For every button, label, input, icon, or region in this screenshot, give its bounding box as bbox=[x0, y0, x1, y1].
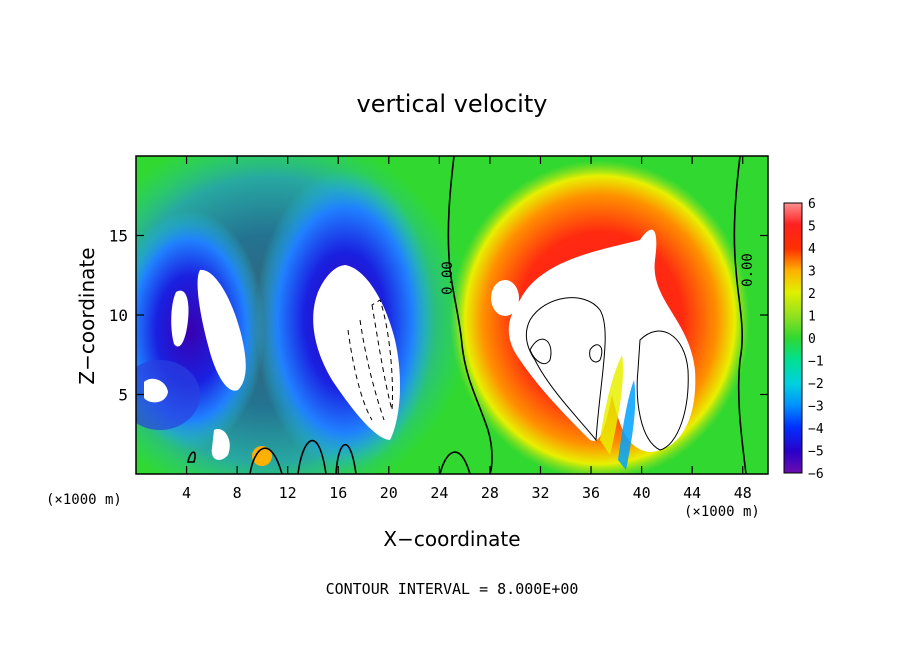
y-axis-ticks bbox=[136, 234, 768, 396]
x-tick-label: 28 bbox=[481, 484, 499, 502]
colorbar-tick-label: 3 bbox=[808, 265, 816, 280]
y-tick-label: 10 bbox=[109, 306, 128, 325]
contour-lines-inner bbox=[347, 297, 689, 451]
chart-title: vertical velocity bbox=[357, 90, 548, 118]
downdraft-core-3 bbox=[313, 265, 401, 440]
colorbar-tick-labels: 6 5 4 3 2 1 0 −1 −2 −3 −4 −5 −6 bbox=[808, 197, 824, 482]
colorbar-tick-label: −1 bbox=[808, 355, 824, 370]
colorbar-tick-label: −3 bbox=[808, 400, 824, 415]
x-tick-label: 12 bbox=[279, 484, 297, 502]
x-tick-label: 4 bbox=[182, 484, 191, 502]
contour-lines bbox=[187, 156, 747, 474]
y-axis-label: Z−coordinate bbox=[75, 247, 99, 384]
x-tick-label: 24 bbox=[430, 484, 448, 502]
x-axis-label: X−coordinate bbox=[383, 527, 520, 551]
y-tick-label: 5 bbox=[118, 386, 128, 405]
colorbar-tick-label: 6 bbox=[808, 197, 816, 212]
heatmap-field bbox=[136, 156, 768, 474]
x-unit-right: (×1000 m) bbox=[684, 504, 760, 520]
colorbar-tick-label: 2 bbox=[808, 287, 816, 302]
colorbar-tick-label: 4 bbox=[808, 242, 816, 257]
x-tick-label: 16 bbox=[329, 484, 347, 502]
x-axis-tick-labels: 4 8 12 16 20 24 28 32 36 40 44 48 bbox=[182, 484, 752, 502]
contour-interval-note: CONTOUR INTERVAL = 8.000E+00 bbox=[326, 580, 579, 598]
colorbar-tick-label: 1 bbox=[808, 310, 816, 325]
y-tick-label: 15 bbox=[109, 227, 128, 246]
x-tick-label: 32 bbox=[531, 484, 549, 502]
colorbar-tick-label: −2 bbox=[808, 377, 824, 392]
contour-label-1: 0.00 bbox=[440, 261, 456, 295]
zero-contour-2 bbox=[733, 156, 747, 474]
colorbar-tick-label: −4 bbox=[808, 422, 824, 437]
colorbar-tick-label: −5 bbox=[808, 445, 824, 460]
x-tick-label: 44 bbox=[683, 484, 701, 502]
x-axis-ticks bbox=[185, 156, 744, 474]
downdraft-core-2 bbox=[197, 269, 246, 391]
x-tick-label: 36 bbox=[582, 484, 600, 502]
x-tick-label: 20 bbox=[380, 484, 398, 502]
x-unit-left: (×1000 m) bbox=[46, 492, 122, 508]
colorbar-tick-label: 5 bbox=[808, 220, 816, 235]
x-tick-label: 48 bbox=[734, 484, 752, 502]
colorbar-tick-label: −6 bbox=[808, 467, 824, 482]
x-tick-label: 40 bbox=[633, 484, 651, 502]
y-axis-tick-labels: 5 10 15 bbox=[109, 227, 128, 405]
zero-contour-1 bbox=[447, 156, 493, 474]
colorbar-tick-label: 0 bbox=[808, 332, 816, 347]
updraft-core bbox=[508, 229, 696, 452]
contour-label-2: 0.00 bbox=[740, 253, 756, 287]
downdraft-core-1 bbox=[171, 290, 189, 347]
colorbar bbox=[783, 202, 803, 474]
x-tick-label: 8 bbox=[233, 484, 242, 502]
